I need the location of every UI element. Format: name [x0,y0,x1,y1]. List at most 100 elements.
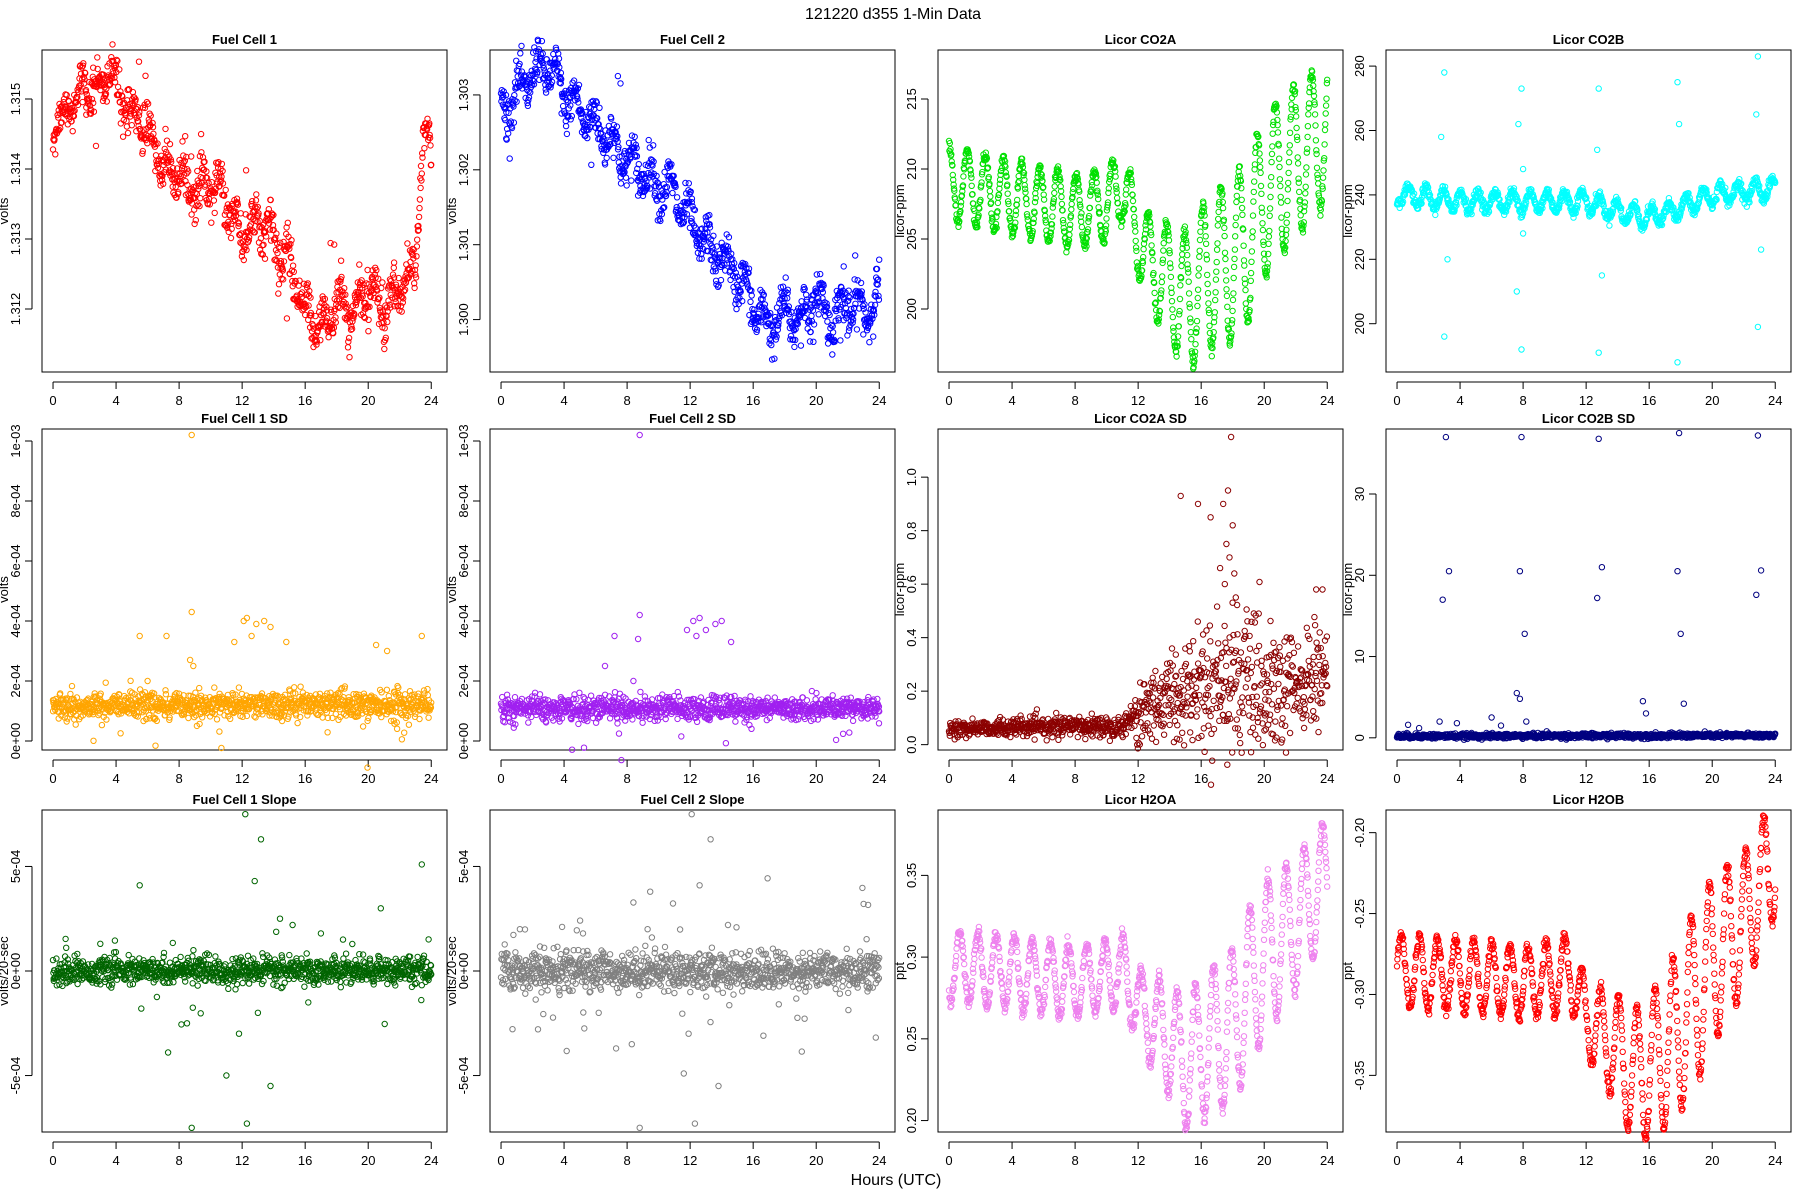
data-point [305,302,312,309]
data-point [167,172,174,179]
data-point [193,202,200,210]
data-point [1223,286,1230,293]
y-tick-label: 2e-04 [8,664,23,697]
data-point [1285,179,1292,187]
data-point [1266,227,1273,235]
x-axis: 0 4 8 12 16 20 24 [49,759,438,786]
data-point [221,712,228,719]
data-point [1232,233,1239,240]
data-point [1248,258,1255,265]
y-axis-label: volts [444,197,459,224]
data-point [243,246,250,254]
data-point [1212,276,1220,283]
data-point [267,196,274,204]
data-point [188,211,195,218]
data-point [344,344,352,351]
data-point [1194,286,1202,293]
y-tick-label: 1.315 [8,83,23,116]
data-point [1192,341,1199,348]
data-point [413,243,421,250]
data-point [195,180,203,187]
data-point [1197,228,1204,235]
data-point [69,128,76,135]
x-tick-label: 0 [1393,393,1400,408]
data-point [733,305,740,313]
data-point [1277,182,1284,190]
y-tick-label: 220 [1352,248,1367,270]
data-point [80,60,87,67]
data-point [390,264,397,271]
data-point [1259,220,1266,227]
data-point [1243,305,1250,313]
data-point [808,312,815,320]
data-point [235,222,242,230]
data-point [351,311,358,318]
data-point [342,305,350,312]
data-point [968,182,975,190]
data-point [127,677,134,684]
data-point [404,240,411,247]
data-point [325,334,332,341]
data-point [1312,122,1319,129]
data-point [280,276,287,283]
x-tick-label: 16 [1194,393,1208,408]
data-point [269,222,277,229]
data-point [181,157,189,165]
data-point-outlier [852,252,859,259]
y-tick-label: 260 [1352,120,1367,142]
data-point [1285,169,1292,177]
data-point [347,326,355,333]
data-point [77,81,84,89]
data-point [1313,150,1320,158]
data-point [1185,269,1192,276]
data-point-outlier [797,342,805,349]
data-point [1167,273,1175,281]
data-point [518,42,525,50]
data-point [63,91,70,99]
data-point [1012,207,1020,215]
x-tick-label: 12 [1131,393,1145,408]
x-axis: 0 4 8 12 16 20 24 [497,381,886,408]
x-tick-label: 0 [49,393,56,408]
data-point [1068,206,1075,213]
data-point [669,189,676,197]
data-point [70,108,77,115]
data-point [180,159,187,166]
y-tick-label: 280 [1352,55,1367,77]
data-point [221,192,228,199]
data-point [235,220,243,227]
data-point [1269,130,1276,137]
data-point [219,167,226,175]
data-point [1151,289,1158,297]
data-point-spike [1518,85,1525,92]
data-point [304,280,311,287]
data-point [1232,221,1239,229]
data-point [1185,278,1192,285]
data-point [111,74,118,81]
data-point [1210,329,1217,336]
data-point [158,176,166,184]
data-point [88,96,96,103]
data-point [1132,228,1139,235]
data-point [1188,336,1195,343]
data-point [342,300,349,307]
x-tick-label: 4 [1456,393,1463,408]
data-point [177,172,185,180]
x-tick-label: 24 [424,393,438,408]
data-point [235,684,243,691]
data-point-spike [1438,133,1445,141]
data-point [280,238,287,246]
data-point [1322,110,1329,117]
data-point [1229,307,1236,315]
data-point [234,201,242,208]
data-point [1214,240,1221,247]
data-point [172,183,179,191]
x-tick-label: 20 [809,393,823,408]
data-point [421,145,428,152]
data-point [238,253,246,260]
data-point [1058,193,1065,201]
data-point-spike [1753,111,1760,118]
data-point-spike [1595,349,1602,356]
data-point [211,189,219,197]
